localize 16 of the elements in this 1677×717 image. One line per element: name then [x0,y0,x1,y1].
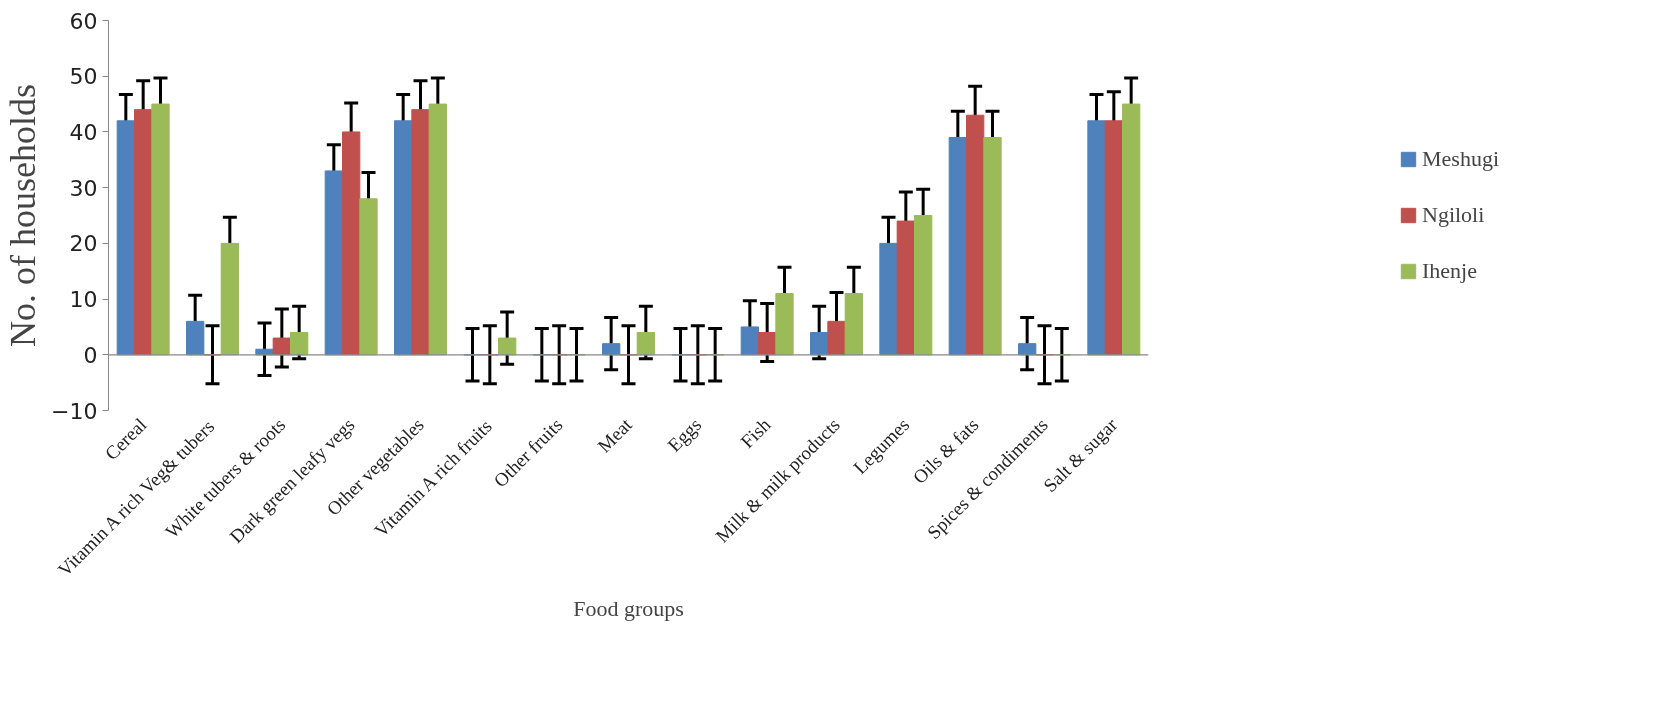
x-axis-title: Food groups [573,595,684,621]
y-axis-title: No. of households [3,83,44,347]
legend-label: Ihenje [1422,258,1477,284]
x-tick-label: Eggs [663,414,706,456]
x-tick-label: Oils & fats [908,414,983,488]
y-tick-label: 30 [69,175,98,201]
legend-label: Ngiloli [1422,202,1485,228]
y-tick-label: 20 [69,231,98,257]
legend-label: Meshugi [1422,146,1499,172]
y-tick-label: 10 [69,287,98,313]
y-tick-label: −10 [51,398,98,424]
x-tick-label: Fish [736,413,775,453]
y-tick-label: 50 [69,64,98,90]
y-tick-label: 60 [69,8,98,34]
y-tick-label: 40 [69,119,98,145]
y-tick-label: 0 [83,342,98,368]
